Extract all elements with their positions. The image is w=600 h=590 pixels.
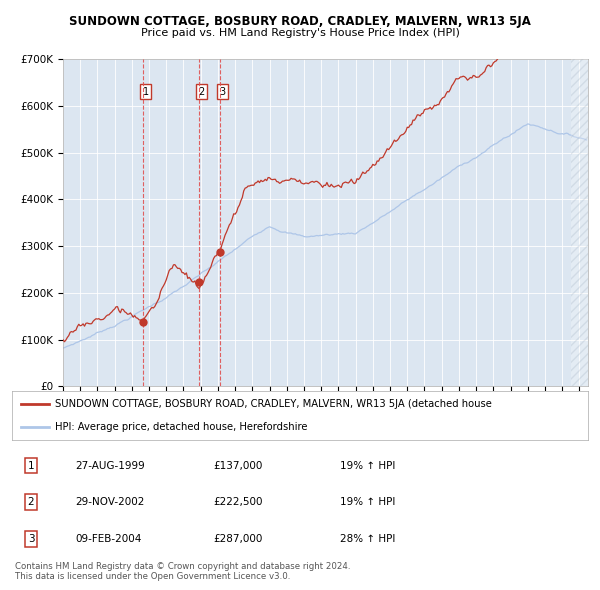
Text: 29-NOV-2002: 29-NOV-2002	[76, 497, 145, 507]
Text: 27-AUG-1999: 27-AUG-1999	[76, 461, 145, 470]
Text: Price paid vs. HM Land Registry's House Price Index (HPI): Price paid vs. HM Land Registry's House …	[140, 28, 460, 38]
Text: 2: 2	[28, 497, 34, 507]
Text: 1: 1	[28, 461, 34, 470]
Text: Contains HM Land Registry data © Crown copyright and database right 2024.
This d: Contains HM Land Registry data © Crown c…	[15, 562, 350, 581]
Text: £222,500: £222,500	[214, 497, 263, 507]
Text: 1: 1	[143, 87, 149, 97]
Text: £287,000: £287,000	[214, 534, 263, 544]
Text: 28% ↑ HPI: 28% ↑ HPI	[340, 534, 395, 544]
Text: 09-FEB-2004: 09-FEB-2004	[76, 534, 142, 544]
Text: SUNDOWN COTTAGE, BOSBURY ROAD, CRADLEY, MALVERN, WR13 5JA: SUNDOWN COTTAGE, BOSBURY ROAD, CRADLEY, …	[69, 15, 531, 28]
Text: 3: 3	[220, 87, 226, 97]
Text: 19% ↑ HPI: 19% ↑ HPI	[340, 461, 395, 470]
Text: £137,000: £137,000	[214, 461, 263, 470]
Text: 3: 3	[28, 534, 34, 544]
Bar	[571, 59, 596, 386]
Text: SUNDOWN COTTAGE, BOSBURY ROAD, CRADLEY, MALVERN, WR13 5JA (detached house: SUNDOWN COTTAGE, BOSBURY ROAD, CRADLEY, …	[55, 399, 492, 409]
Text: 2: 2	[199, 87, 205, 97]
Text: 19% ↑ HPI: 19% ↑ HPI	[340, 497, 395, 507]
Text: HPI: Average price, detached house, Herefordshire: HPI: Average price, detached house, Here…	[55, 422, 308, 432]
